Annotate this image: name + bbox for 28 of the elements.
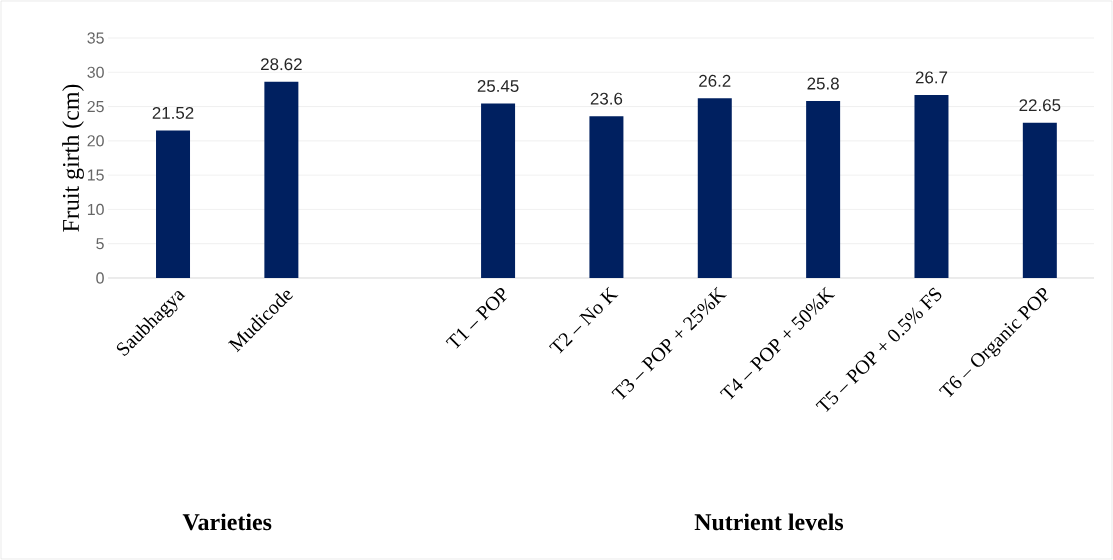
y-tick-label: 5 [96,238,104,250]
y-tick-label: 10 [87,203,104,216]
bar [914,94,949,278]
data-label: 26.2 [699,74,731,87]
data-label: 21.52 [152,106,194,119]
y-tick-label: 30 [87,66,104,78]
bar [589,116,624,278]
data-label: 23.6 [590,92,623,105]
bar [697,98,732,278]
y-axis-title: Fruit girth (cm) [62,84,84,232]
y-tick-label: 15 [87,169,104,181]
data-label: 26.7 [915,71,948,84]
bar [806,101,841,278]
text: Nutrient levels [694,513,844,531]
bar [1022,122,1057,278]
bar [264,81,299,278]
y-tick-label: 35 [87,32,104,44]
data-label: 25.45 [477,79,519,92]
y-tick-label: 0 [96,272,104,284]
y-tick-label: 25 [87,100,104,113]
bar [481,103,516,278]
data-label: 28.62 [261,58,302,71]
data-label: 25.8 [807,77,839,90]
data-label: 22.65 [1019,99,1061,112]
y-tick-label: 20 [87,135,104,147]
bar [156,130,191,278]
text: Varieties [182,513,272,531]
x-tick-label: T2 – No K [548,286,619,354]
